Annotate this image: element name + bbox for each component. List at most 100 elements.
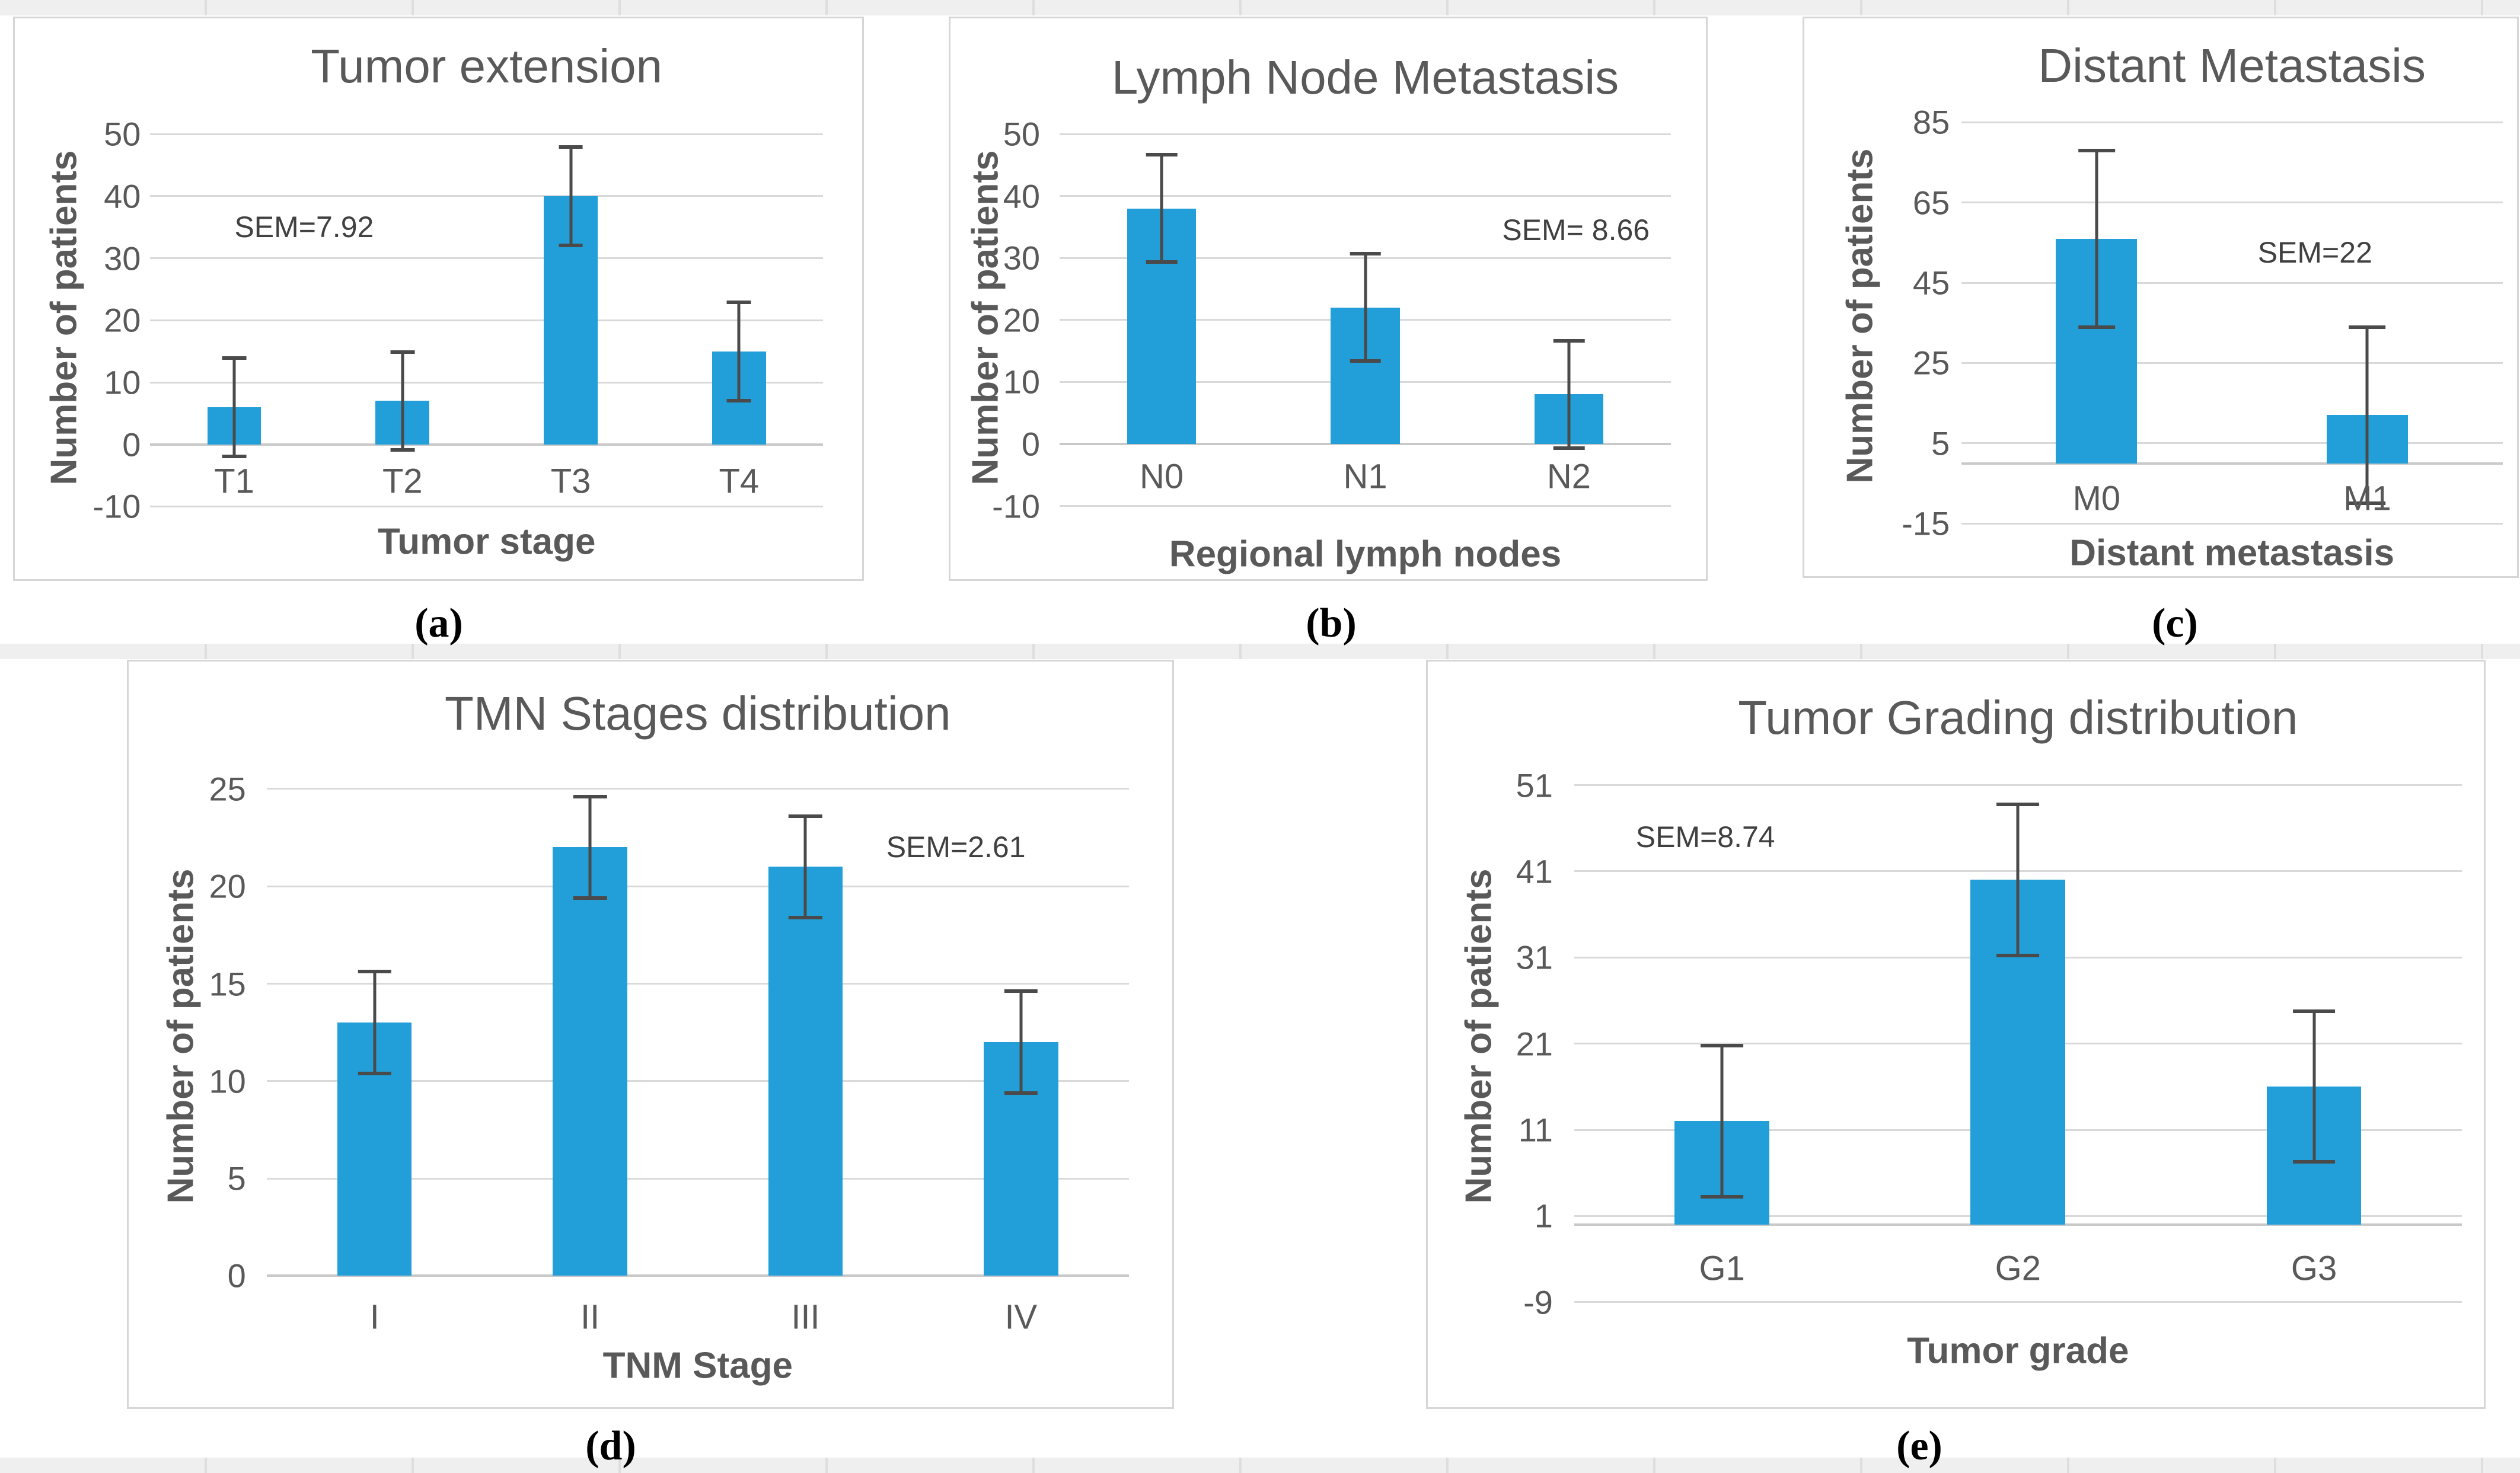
y-tick-label: 5 [227, 1159, 246, 1197]
gridline [1961, 522, 2503, 525]
y-tick-label: 21 [1516, 1025, 1553, 1063]
chart-panel-d: 25 20 15 10 5 0 I II III IV TMN Stages distributio… [127, 660, 1174, 1409]
x-category-label: T3 [550, 462, 591, 501]
error-bar-cap-bottom [559, 243, 583, 247]
gridline [1574, 1301, 2462, 1303]
y-tick-label: 0 [227, 1257, 246, 1295]
error-bar-line [401, 352, 404, 450]
error-bar-line [803, 816, 807, 918]
y-axis-title: Number of patients [1839, 148, 1881, 484]
error-bar-cap-top [2292, 1009, 2336, 1014]
error-bar-cap-top [573, 794, 607, 798]
y-tick-label: 30 [1003, 239, 1041, 277]
x-axis-baseline [1574, 1223, 2462, 1226]
gridline [150, 195, 824, 197]
gridline [1060, 505, 1671, 507]
y-tick-label: 40 [1003, 177, 1041, 215]
y-tick-label: 10 [1003, 363, 1041, 401]
y-tick-label: 65 [1912, 184, 1950, 222]
error-bar-line [2095, 150, 2098, 327]
y-axis-title: Number of patients [1458, 868, 1500, 1204]
x-category-label: I [369, 1298, 379, 1337]
gridline [150, 257, 824, 260]
y-tick-label: 0 [1021, 425, 1041, 463]
y-tick-label: 50 [104, 115, 141, 153]
chart-title: Lymph Node Metastasis [1111, 50, 1619, 104]
gridline [1060, 195, 1671, 197]
error-bar-cap-bottom [1701, 1194, 1744, 1199]
caption-c: (c) [2152, 600, 2198, 646]
caption-d: (d) [585, 1423, 636, 1469]
error-bar-cap-bottom [2349, 501, 2386, 506]
x-category-label: M0 [2072, 479, 2121, 518]
y-tick-label: -10 [992, 487, 1041, 525]
error-bar-line [1019, 991, 1023, 1093]
sem-annotation: SEM=22 [2257, 236, 2372, 270]
y-tick-label: 25 [209, 770, 246, 808]
error-bar-line [569, 146, 573, 245]
error-bar-line [1160, 155, 1163, 263]
gridline [150, 133, 824, 135]
y-tick-label: 11 [1518, 1111, 1553, 1149]
y-tick-label: 50 [1003, 115, 1041, 153]
error-bar-cap-bottom [1004, 1091, 1038, 1095]
sem-annotation: SEM=7.92 [234, 210, 374, 244]
error-bar-line [2365, 327, 2369, 504]
x-category-label: II [580, 1298, 600, 1337]
error-bar-cap-top [1146, 153, 1178, 157]
y-tick-label: 20 [209, 867, 246, 905]
error-bar-cap-bottom [1553, 446, 1585, 450]
y-tick-label: 25 [1912, 344, 1950, 382]
error-bar-line [1567, 340, 1571, 448]
error-bar-cap-top [726, 300, 751, 304]
y-tick-label: 51 [1516, 766, 1553, 804]
y-tick-label: 15 [209, 965, 246, 1003]
y-tick-label: 5 [1931, 424, 1950, 462]
caption-a: (a) [414, 600, 463, 646]
gridline [1574, 784, 2462, 787]
error-bar-line [2016, 804, 2020, 956]
error-bar-cap-top [358, 970, 391, 974]
error-bar-cap-top [1996, 803, 2040, 807]
x-category-label: N1 [1343, 457, 1387, 496]
error-bar-cap-top [2349, 325, 2386, 329]
x-category-label: N0 [1139, 457, 1184, 496]
chart-panel-c: 85 65 45 25 5 -15 M0 M1 Distant Metastasis Distan… [1803, 17, 2519, 578]
x-category-label: IV [1004, 1298, 1038, 1337]
gridline [1060, 133, 1671, 135]
gridline [1961, 282, 2503, 284]
error-bar-cap-top [559, 145, 583, 149]
error-bar-cap-top [222, 356, 247, 360]
x-axis-title: TNM Stage [602, 1345, 793, 1386]
error-bar-cap-top [390, 350, 415, 354]
y-tick-label: 85 [1912, 103, 1950, 141]
caption-e: (e) [1896, 1423, 1942, 1469]
x-category-label: G1 [1699, 1249, 1745, 1288]
x-category-label: M1 [2343, 479, 2391, 518]
y-tick-label: -9 [1523, 1283, 1553, 1321]
gridline [1961, 202, 2503, 204]
x-axis-title: Distant metastasis [2069, 532, 2395, 574]
chart-title: Tumor Grading distribution [1738, 691, 2298, 744]
gridline [150, 319, 824, 321]
gridline [150, 505, 824, 507]
error-bar-line [2312, 1011, 2316, 1162]
gridline [267, 788, 1129, 790]
y-tick-label: -10 [92, 487, 141, 525]
x-category-label: G3 [2291, 1249, 2337, 1288]
x-category-label: N2 [1546, 457, 1591, 496]
sem-annotation: SEM=2.61 [886, 830, 1026, 864]
error-bar-line [588, 796, 592, 899]
error-bar-cap-bottom [1146, 260, 1178, 264]
x-axis-title: Tumor grade [1907, 1330, 2129, 1372]
gridline [1961, 121, 2503, 123]
error-bar-cap-bottom [390, 448, 415, 452]
error-bar-cap-top [1350, 252, 1381, 256]
chart-panel-e: 51 41 31 21 11 1 -9 G1 G2 G3 Tumor Grading distrib… [1426, 660, 2486, 1409]
error-bar-cap-top [789, 814, 822, 818]
y-tick-label: 41 [1516, 852, 1553, 890]
bar-II [553, 847, 627, 1276]
y-tick-label: 10 [104, 363, 141, 401]
spreadsheet-row-strip-middle [0, 644, 2520, 659]
sem-annotation: SEM=8.74 [1635, 820, 1775, 854]
